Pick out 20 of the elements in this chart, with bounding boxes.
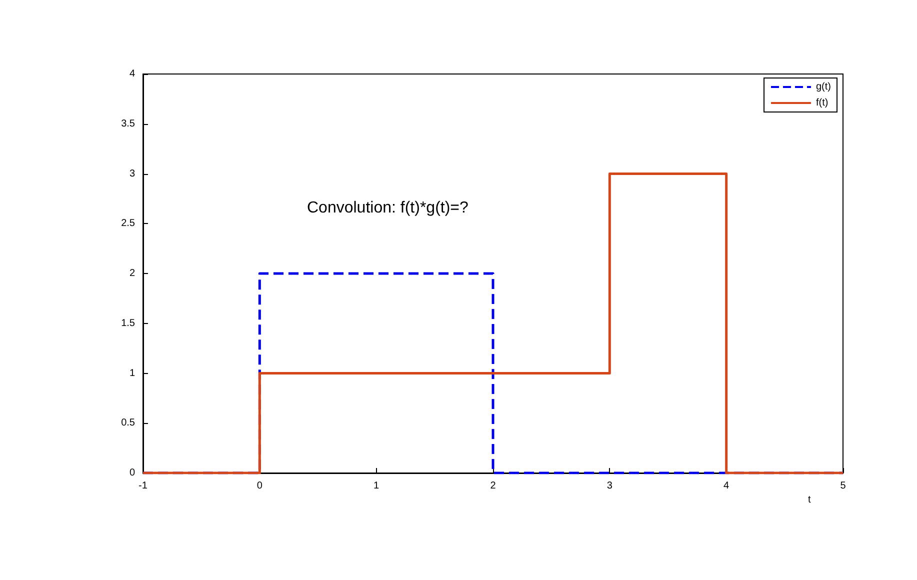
y-tick-label: 1	[129, 368, 136, 379]
y-tick-label: 4	[129, 68, 136, 80]
x-axis-title: t	[808, 494, 811, 506]
x-tick-label: 5	[840, 480, 846, 492]
y-tick-label: 0.5	[121, 418, 136, 429]
x-tick-label: 3	[606, 480, 613, 492]
y-tick-label: 3.5	[121, 118, 136, 130]
legend-label: g(t)	[816, 82, 831, 92]
y-tick-label: 2	[129, 268, 136, 279]
x-tick-label: 1	[374, 480, 380, 492]
y-tick-label: 1.5	[121, 318, 136, 329]
y-tick-label: 3	[129, 168, 136, 180]
x-tick-label: 0	[256, 480, 263, 492]
y-tick-label: 2.5	[121, 218, 136, 230]
x-tick-label: 4	[724, 480, 730, 492]
x-tick-label: -1	[138, 480, 148, 492]
x-tick-label: 2	[490, 480, 496, 492]
annotation: Convolution: f(t)*g(t)=?	[307, 200, 469, 216]
legend-label: f(t)	[816, 98, 828, 108]
y-tick-label: 0	[129, 468, 136, 478]
